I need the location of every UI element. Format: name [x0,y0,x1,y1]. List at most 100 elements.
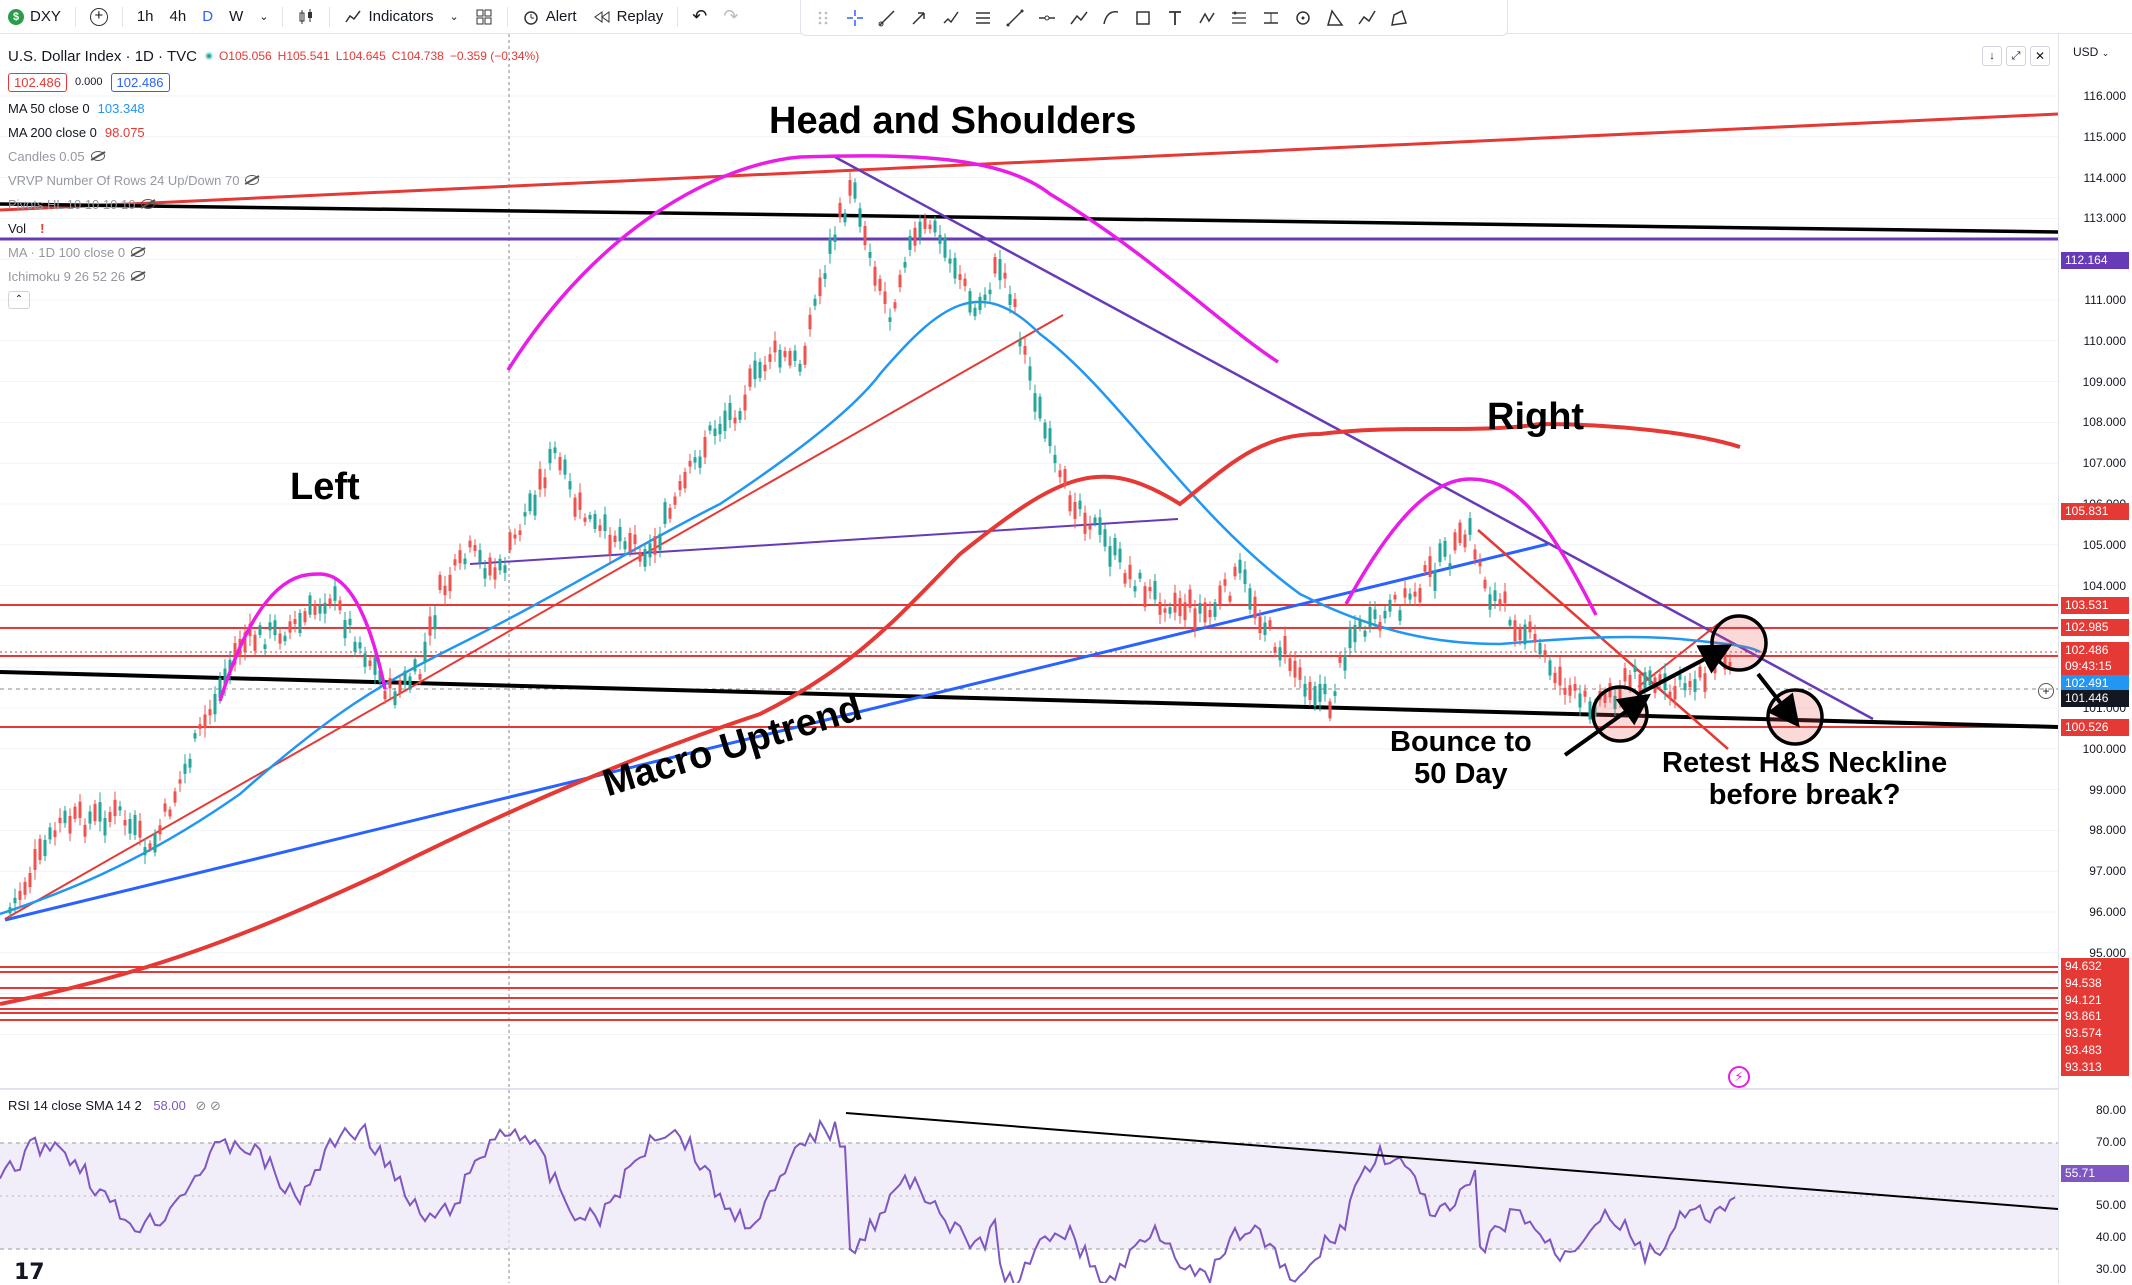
candle-body [1593,704,1597,717]
candle-body [443,585,447,596]
curve-icon[interactable] [1095,2,1127,34]
circle-icon[interactable] [1287,2,1319,34]
candle-body [1633,665,1637,672]
chevron-down-icon[interactable]: ⌄ [259,11,269,23]
candle-body [893,302,897,309]
highlighter-icon[interactable] [935,2,967,34]
candle-body [1713,661,1717,674]
xabcd-icon[interactable] [1351,2,1383,34]
rsi-legend[interactable]: RSI 14 close SMA 14 2 58.00 ⊘ ⊘ [8,1098,221,1114]
interval-4h[interactable]: 4h [169,8,187,25]
candles-icon[interactable] [289,0,323,34]
ichimoku-label: Ichimoku 9 26 52 26 [8,268,126,284]
interval-w[interactable]: W [229,8,244,25]
candle-body [1078,500,1082,510]
add-price-alert-button[interactable]: + [2038,683,2054,699]
path-icon[interactable] [1063,2,1095,34]
polyline-icon[interactable] [1383,2,1415,34]
candle-body [953,258,957,279]
candle-body [868,252,872,258]
candle-body [683,471,687,489]
undo-icon[interactable]: ↶ [692,6,708,26]
interval-1h[interactable]: 1h [136,8,154,25]
maximize-icon[interactable]: ⤢ [2006,46,2026,66]
candle-body [28,873,32,888]
rsi-tick: 70.00 [2095,1134,2126,1149]
arrow-icon[interactable] [903,2,935,34]
candle-body [1538,642,1542,655]
angle-icon[interactable] [1319,2,1351,34]
candle-body [333,586,337,601]
eye-hidden-icon[interactable] [131,271,146,281]
tradingview-logo[interactable]: 17 [14,1260,45,1285]
symbol-search[interactable]: $ DXY [0,0,69,34]
price-tick: 97.000 [2089,864,2126,879]
drag-handle-icon[interactable] [807,2,839,34]
candle-body [1428,556,1432,578]
fib-icon[interactable] [967,2,999,34]
legend-pivots[interactable]: Pivots HL 10 10 10 10 [8,192,539,216]
candle-body [318,605,322,614]
rectangle-icon[interactable] [1127,2,1159,34]
interval-d[interactable]: D [202,8,214,25]
redo-icon[interactable]: ↷ [723,6,739,26]
price-axis[interactable]: USD ⌄ 116.000115.000114.000113.000112.00… [2058,34,2132,1284]
warning-icon[interactable]: ! [40,220,45,236]
bid-button[interactable]: 102.486 [8,72,67,92]
crosshair-icon[interactable] [839,2,871,34]
collapse-legend-button[interactable]: ⌃ [8,291,30,309]
legend-ma100[interactable]: MA · 1D 100 close 0 [8,240,539,264]
candle-body [1553,672,1557,684]
legend-candles[interactable]: Candles 0.05 [8,144,539,168]
eye-hidden-icon[interactable] [90,151,105,161]
break-down-arrow [1756,672,1800,728]
layouts-icon[interactable] [467,0,501,34]
candle-body [1668,691,1672,699]
candle-body [53,830,57,838]
ask-button[interactable]: 102.486 [110,72,170,92]
legend-ichimoku[interactable]: Ichimoku 9 26 52 26 [8,264,539,288]
candle-body [438,574,442,591]
legend-ma200[interactable]: MA 200 close 0 98.075 [8,120,539,144]
arrow-down-icon[interactable]: ↓ [1982,46,2002,66]
eye-hidden-icon[interactable] [245,175,260,185]
eye-hidden-icon[interactable] [131,247,146,257]
text-icon[interactable] [1159,2,1191,34]
legend-vrvp[interactable]: VRVP Number Of Rows 24 Up/Down 70 [8,168,539,192]
eye-hidden-icon[interactable] [141,199,156,209]
candle-body [1033,393,1037,412]
projection-icon[interactable] [1255,2,1287,34]
alert-button[interactable]: Alert [514,0,585,34]
candle-body [1338,656,1342,663]
chevron-down-icon: ⌄ [2101,48,2110,58]
candle-body [1203,602,1207,623]
chevron-down-icon[interactable]: ⌄ [449,11,459,23]
legend-ma50[interactable]: MA 50 close 0 103.348 [8,96,539,120]
flash-icon[interactable]: ⚡ [1728,1066,1750,1088]
replay-button[interactable]: Replay [585,0,672,34]
price-chart[interactable] [0,34,2058,1283]
brush-icon[interactable] [871,2,903,34]
candle-body [888,317,892,322]
compare-button[interactable]: + [82,0,116,34]
candle-body [823,273,827,279]
candle-body [983,294,987,301]
long-position-icon[interactable] [1223,2,1255,34]
trendline-icon[interactable] [999,2,1031,34]
candle-body [1008,294,1012,306]
chart-legend: U.S. Dollar Index · 1D · TVC O105.056 H1… [8,44,539,312]
candle-body [1328,701,1332,719]
candle-body [218,678,222,698]
legend-vol[interactable]: Vol ! [8,216,539,240]
candle-body [1548,660,1552,676]
candle-body [378,670,382,683]
pattern-icon[interactable] [1191,2,1223,34]
divider [121,6,123,27]
currency-label[interactable]: USD ⌄ [2073,45,2110,59]
close-icon[interactable]: ✕ [2030,46,2050,66]
indicators-button[interactable]: Indicators [336,0,441,34]
horizontal-ray-icon[interactable] [1031,2,1063,34]
candle-body [933,220,937,233]
pivots-label: Pivots HL 10 10 10 10 [8,196,136,212]
candle-body [528,493,532,512]
